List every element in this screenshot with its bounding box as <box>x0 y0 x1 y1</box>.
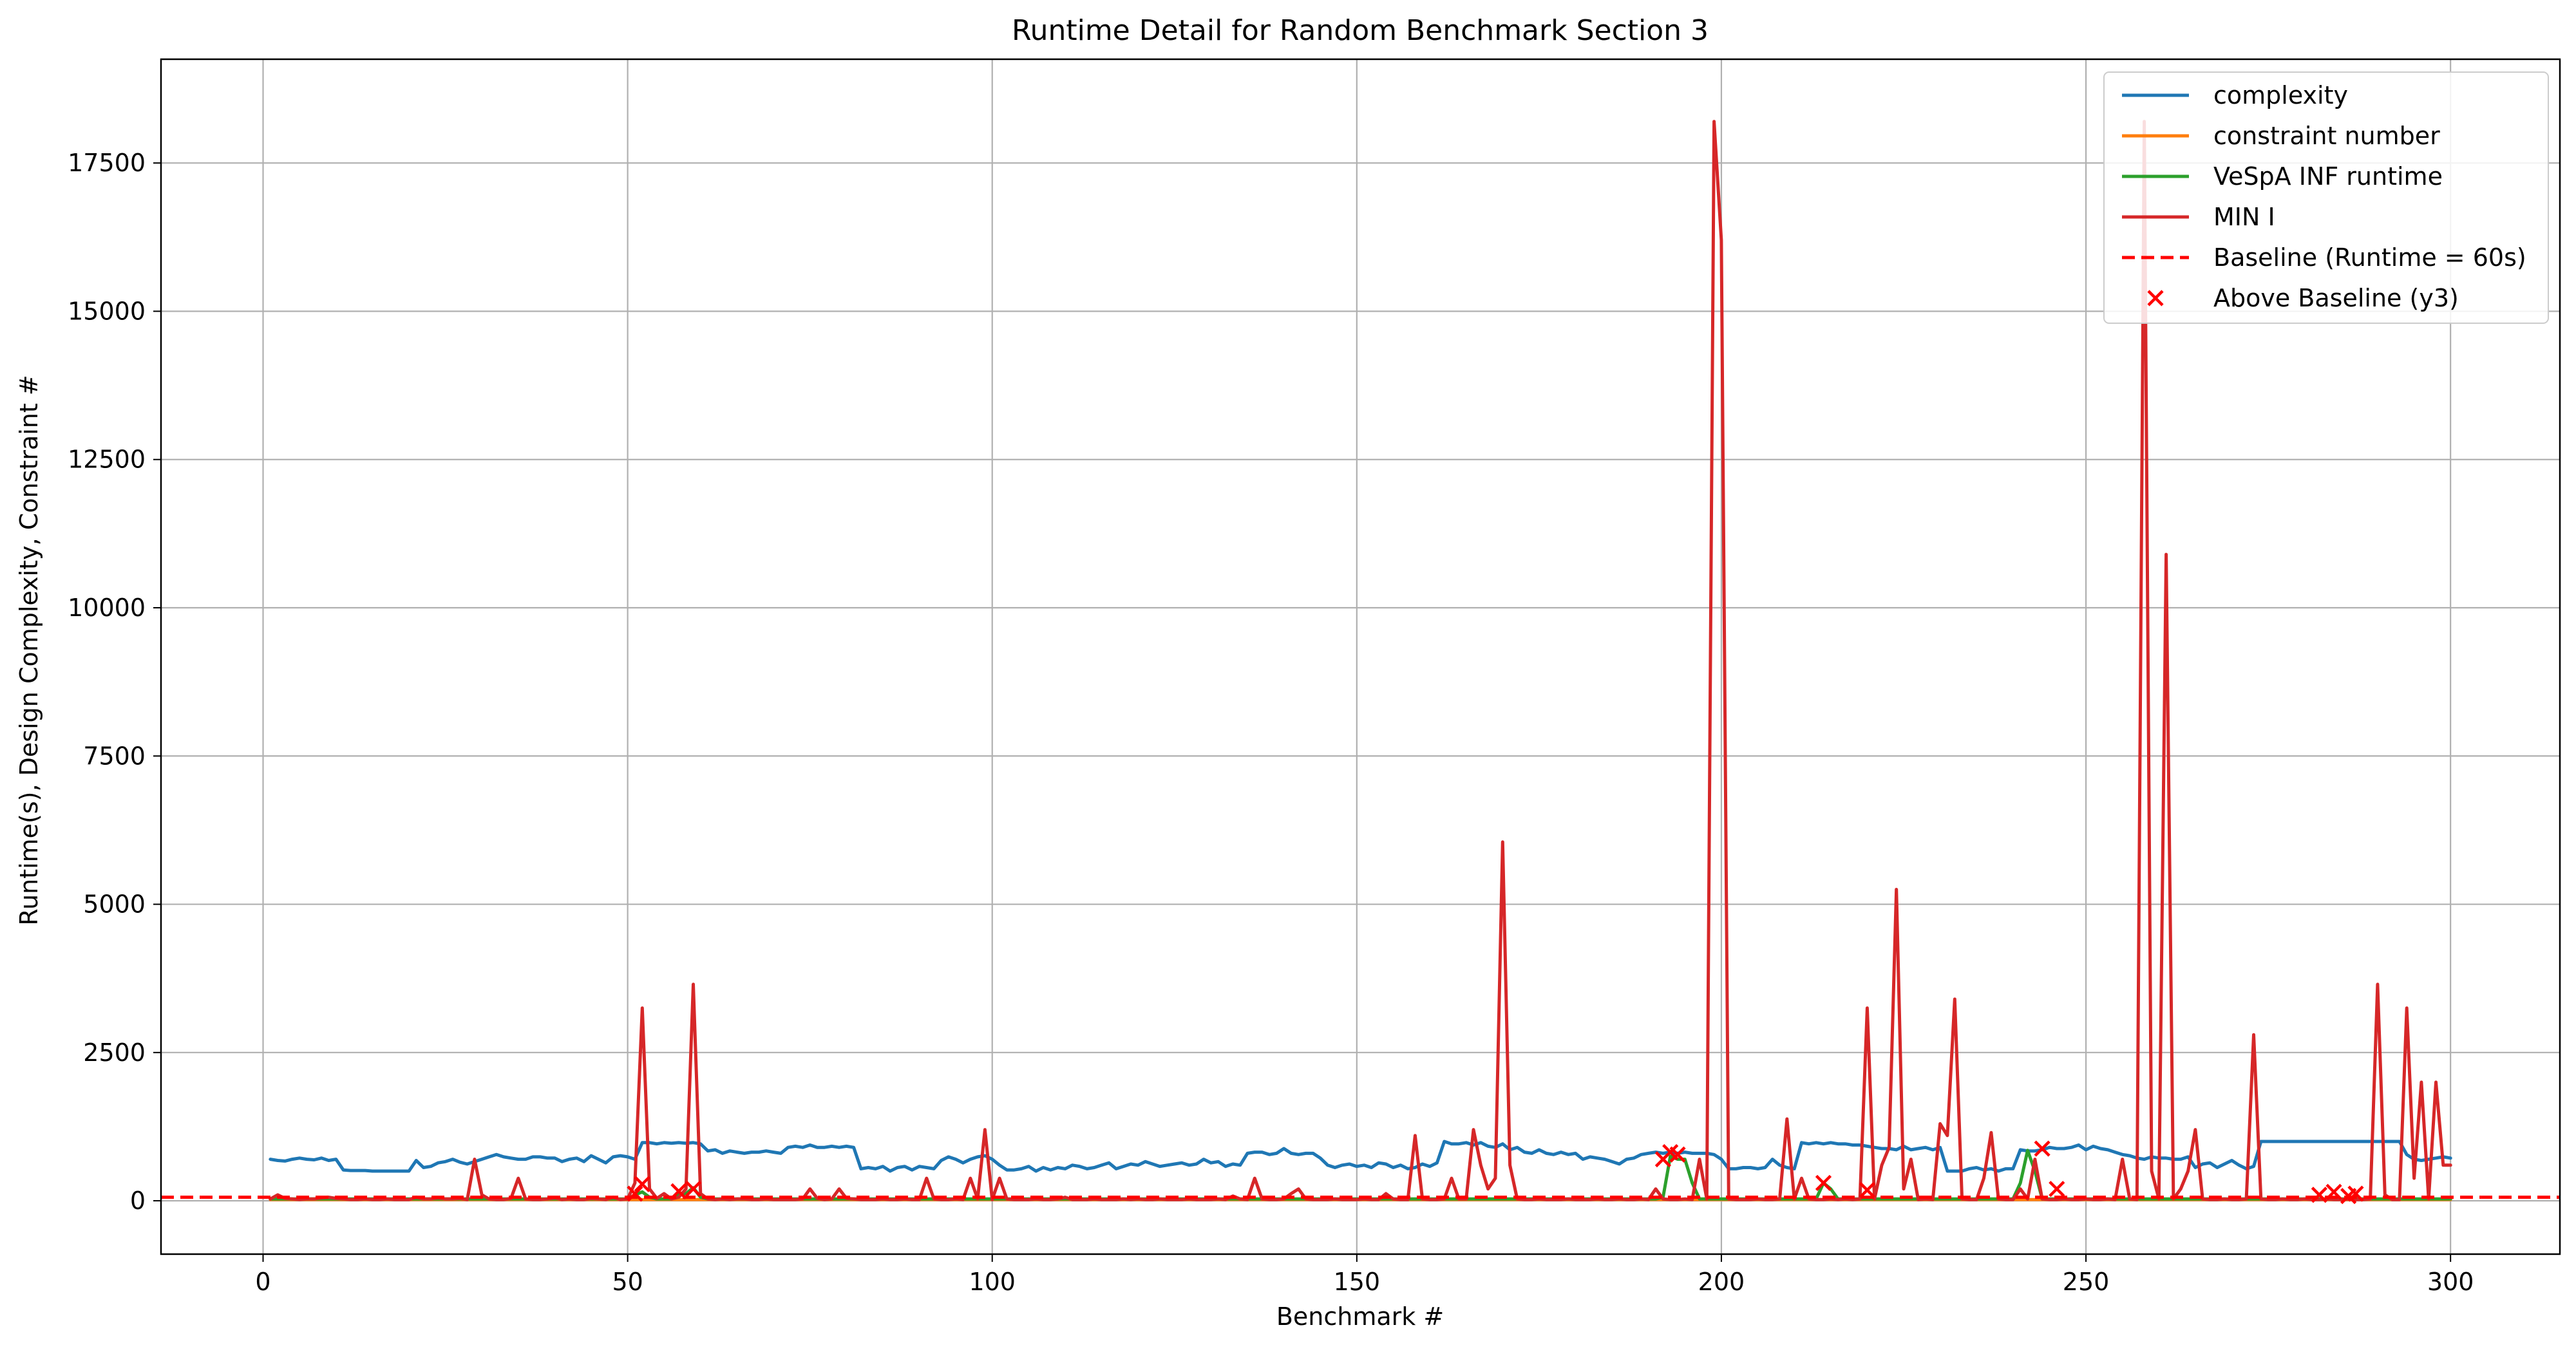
legend-item: Above Baseline (y3) <box>2147 284 2459 312</box>
scatter-point-stroke <box>685 1181 702 1197</box>
plot-frame <box>160 58 2561 1255</box>
x-tick-label: 100 <box>969 1268 1016 1296</box>
scatter-point <box>685 1181 702 1197</box>
legend: complexity constraint number VeSpA INF run… <box>2103 71 2549 324</box>
legend-item: VeSpA INF runtime <box>2122 162 2443 191</box>
scatter-point <box>1815 1174 1832 1192</box>
y-tick-label: 10000 <box>68 594 146 622</box>
scatter-point-stroke <box>2311 1187 2327 1203</box>
chart-title: Runtime Detail for Random Benchmark Sect… <box>1012 14 1709 47</box>
scatter-point-stroke <box>627 1185 643 1202</box>
legend-label: complexity <box>2213 81 2348 109</box>
series-line-complexity <box>269 1140 2452 1173</box>
series-line-min-i <box>269 120 2452 1201</box>
scatter-point <box>2347 1185 2364 1202</box>
y-tick-label: 7500 <box>83 742 146 770</box>
scatter-point-stroke <box>1662 1143 1679 1161</box>
scatter-point <box>2049 1181 2065 1197</box>
y-tick-label: 15000 <box>68 297 146 325</box>
scatter-point-stroke <box>2034 1140 2050 1157</box>
scatter-point <box>2034 1140 2050 1157</box>
legend-item: complexity <box>2122 81 2348 109</box>
legend-label: Above Baseline (y3) <box>2213 284 2459 312</box>
legend-label: constraint number <box>2213 122 2440 150</box>
legend-item: constraint number <box>2122 122 2440 150</box>
y-tick-label: 5000 <box>83 890 146 919</box>
scatter-point <box>2311 1187 2327 1203</box>
legend-item: Baseline (Runtime = 60s) <box>2122 243 2526 272</box>
scatter-layer <box>627 1140 2364 1205</box>
legend-label: MIN I <box>2213 203 2275 231</box>
scatter-point-stroke <box>2049 1181 2065 1197</box>
y-tick-label: 17500 <box>68 149 146 177</box>
legend-box <box>2103 71 2549 324</box>
x-tick-label: 200 <box>1698 1268 1745 1296</box>
scatter-point-stroke <box>1669 1146 1686 1163</box>
scatter-point-stroke <box>2325 1183 2342 1200</box>
scatter-point <box>670 1183 687 1199</box>
legend-label: Baseline (Runtime = 60s) <box>2213 243 2526 272</box>
scatter-point <box>1669 1146 1686 1163</box>
scatter-point-stroke <box>634 1176 650 1192</box>
x-tick-label: 250 <box>2063 1268 2110 1296</box>
scatter-point-stroke <box>2347 1185 2364 1202</box>
legend-marker <box>2147 290 2164 306</box>
legend-label: VeSpA INF runtime <box>2213 162 2443 191</box>
y-tick-label: 12500 <box>68 446 146 474</box>
x-axis-label: Benchmark # <box>1276 1302 1444 1331</box>
scatter-point <box>1859 1181 1875 1199</box>
y-ticks: 0 2500 5000 7500 10000 12500 15000 17500 <box>68 149 161 1215</box>
scatter-point <box>2325 1183 2342 1200</box>
x-tick-label: 150 <box>1334 1268 1381 1296</box>
x-tick-label: 50 <box>612 1268 643 1296</box>
y-axis-label: Runtime(s), Design Complexity, Constrain… <box>15 375 43 925</box>
x-ticks: 0 50 100 150 200 250 300 <box>255 1254 2474 1296</box>
scatter-point-stroke <box>1815 1174 1832 1192</box>
y-tick-label: 2500 <box>83 1038 146 1067</box>
legend-item: MIN I <box>2122 203 2275 231</box>
scatter-point-stroke <box>670 1183 687 1199</box>
scatter-point-stroke <box>1859 1181 1875 1199</box>
scatter-point <box>634 1176 650 1192</box>
scatter-point <box>627 1185 643 1202</box>
y-tick-label: 0 <box>130 1187 146 1215</box>
x-tick-label: 0 <box>255 1268 270 1296</box>
x-tick-label: 300 <box>2427 1268 2474 1296</box>
